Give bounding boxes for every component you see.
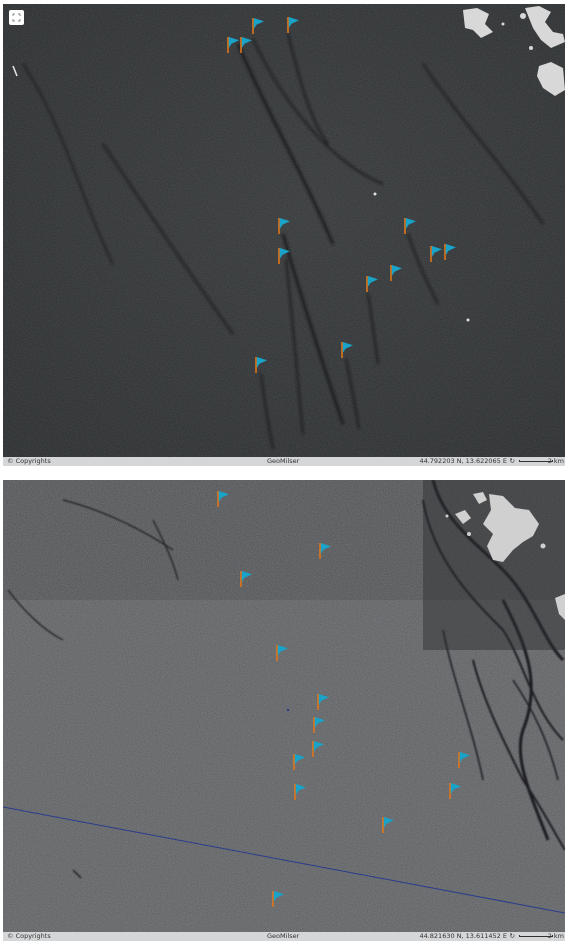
- vessel-flag[interactable]: [317, 694, 329, 710]
- cursor-coordinates: 44.792203 N, 13.622065 E: [419, 457, 507, 465]
- vessel-flag[interactable]: [240, 37, 252, 53]
- cursor-coordinates: 44.821630 N, 13.611452 E: [419, 932, 507, 940]
- provider-logo: GeoMilser: [267, 932, 300, 940]
- slick-streaks: [22, 33, 544, 450]
- vessel-flag[interactable]: [430, 246, 442, 262]
- vessel-flag[interactable]: [287, 17, 299, 33]
- vessel-flag[interactable]: [255, 357, 267, 373]
- vessel-flag[interactable]: [319, 543, 331, 559]
- copyright-link[interactable]: © Copyrights: [7, 457, 51, 465]
- vessel-flag[interactable]: [404, 218, 416, 234]
- coastline-land: [463, 6, 565, 96]
- sar-map-view-bottom[interactable]: [3, 480, 565, 932]
- vessel-flag[interactable]: [444, 244, 456, 260]
- sar-map-view-top[interactable]: [3, 4, 565, 457]
- vessel-flag[interactable]: [390, 265, 402, 281]
- provider-logo: GeoMilser: [267, 457, 300, 465]
- copyright-link[interactable]: © Copyrights: [7, 932, 51, 940]
- vessel-flag[interactable]: [240, 571, 252, 587]
- scale-bar: [519, 460, 553, 462]
- vessel-flag[interactable]: [252, 18, 264, 34]
- vessel-flag[interactable]: [449, 783, 461, 799]
- coastline-land: [445, 492, 565, 620]
- track-line: [3, 806, 565, 914]
- vessel-flag[interactable]: [278, 248, 290, 264]
- vessel-flag[interactable]: [217, 491, 229, 507]
- refresh-icon[interactable]: ↻: [509, 457, 515, 465]
- sar-noise: [3, 480, 565, 932]
- scale-bar: [519, 935, 553, 937]
- map-statusbar: © Copyrights GeoMilser 44.792203 N, 13.6…: [3, 457, 565, 466]
- vessel-markers: [217, 491, 470, 907]
- sar-noise: [3, 4, 565, 457]
- refresh-icon[interactable]: ↻: [509, 932, 515, 940]
- bottom-map-panel: © Copyrights GeoMilser 44.821630 N, 13.6…: [3, 480, 565, 941]
- vessel-flag[interactable]: [294, 784, 306, 800]
- vessel-flag[interactable]: [227, 37, 239, 53]
- fullscreen-button[interactable]: [9, 10, 24, 25]
- vessel-flag[interactable]: [312, 741, 324, 757]
- vessel-flag[interactable]: [293, 754, 305, 770]
- vessel-flag[interactable]: [366, 276, 378, 292]
- fullscreen-icon: [12, 13, 21, 22]
- map-statusbar: © Copyrights GeoMilser 44.821630 N, 13.6…: [3, 932, 565, 941]
- slick-streaks: [7, 480, 565, 879]
- vessel-flag[interactable]: [341, 342, 353, 358]
- scale-label: 2 km: [547, 457, 564, 465]
- top-map-panel: © Copyrights GeoMilser 44.792203 N, 13.6…: [3, 4, 565, 466]
- vessel-flag[interactable]: [313, 717, 325, 733]
- vessel-markers: [227, 17, 456, 373]
- vessel-flag[interactable]: [276, 645, 288, 661]
- vessel-flag[interactable]: [382, 817, 394, 833]
- vessel-flag[interactable]: [458, 752, 470, 768]
- vessel-flag[interactable]: [272, 891, 284, 907]
- vessel-flag[interactable]: [278, 218, 290, 234]
- scale-label: 2 km: [547, 932, 564, 940]
